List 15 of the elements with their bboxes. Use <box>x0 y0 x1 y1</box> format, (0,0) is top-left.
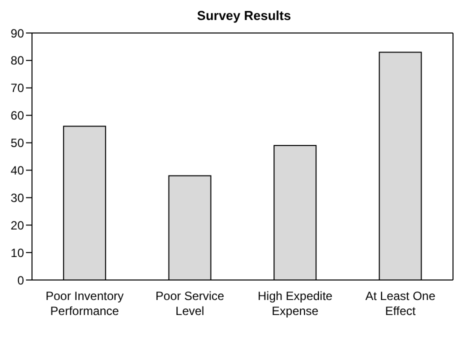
x-tick-label: Poor Inventory Performance <box>46 289 124 318</box>
y-tick-label: 30 <box>10 190 24 205</box>
y-tick-label: 40 <box>10 163 24 178</box>
y-tick-label: 90 <box>10 26 24 40</box>
x-tick-label: At Least One Effect <box>365 289 436 318</box>
y-tick-label: 0 <box>17 273 24 288</box>
y-tick-label: 50 <box>10 136 24 150</box>
x-tick-label: Poor Service Level <box>156 289 225 318</box>
chart-title: Survey Results <box>196 8 292 24</box>
y-tick-label: 10 <box>10 246 24 260</box>
y-tick-label: 60 <box>10 108 24 123</box>
y-tick-label: 80 <box>10 54 24 68</box>
x-tick-label: High Expedite Expense <box>258 289 333 318</box>
y-tick-label: 20 <box>10 218 24 232</box>
y-tick-label: 70 <box>10 81 24 96</box>
